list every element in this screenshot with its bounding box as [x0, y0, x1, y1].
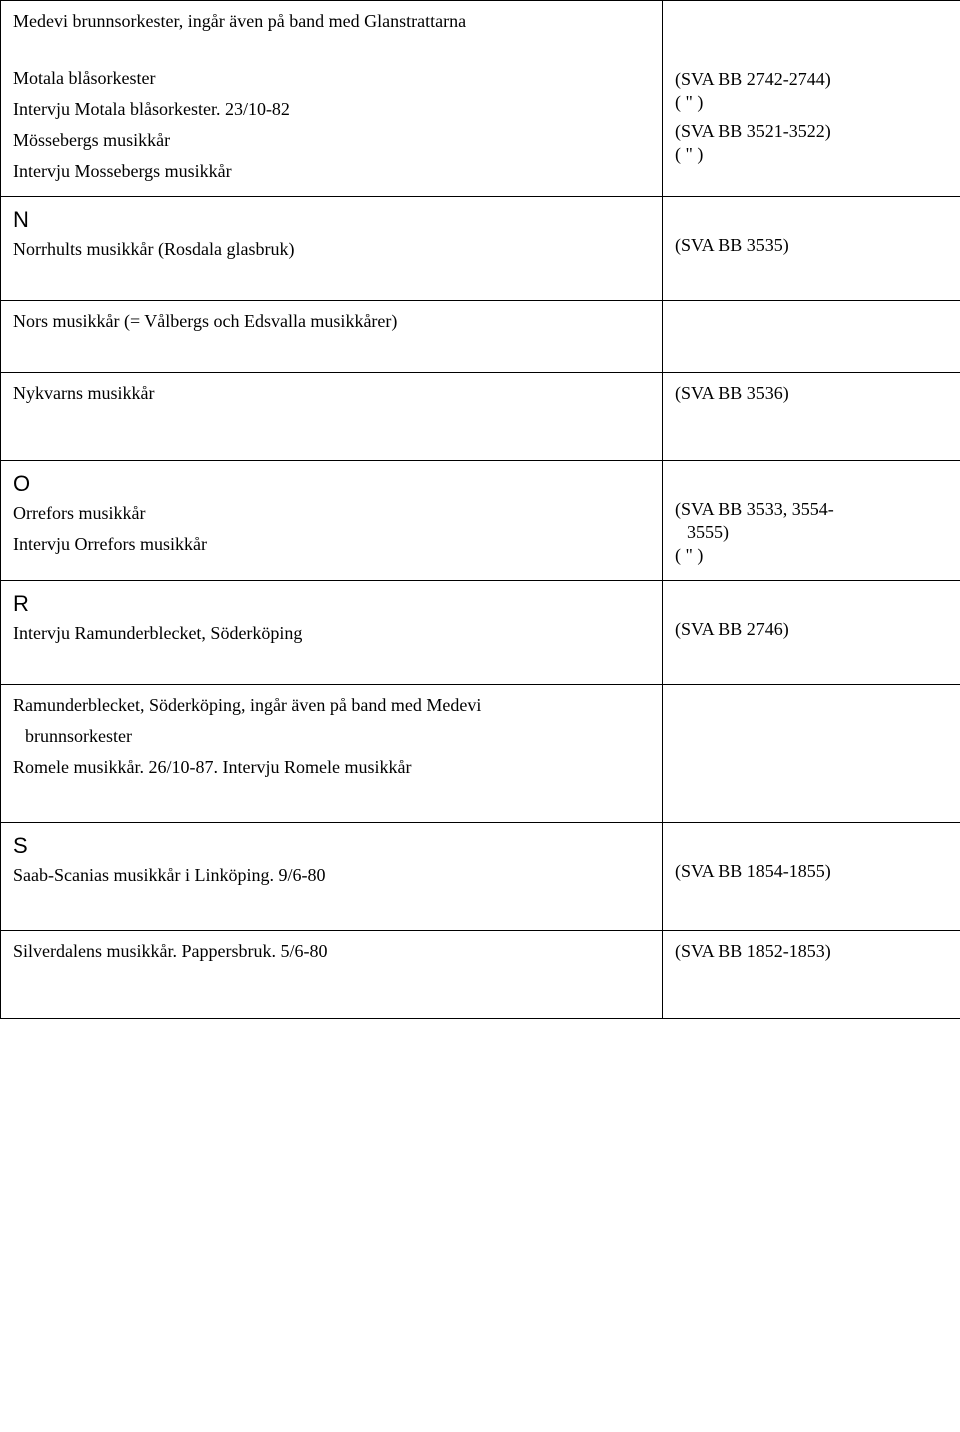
- entry-text: Nors musikkår (= Vålbergs och Edsvalla m…: [13, 311, 650, 332]
- section-letter: S: [13, 833, 650, 859]
- cell-right: [663, 685, 960, 823]
- cell-left: R Intervju Ramunderblecket, Söderköping: [1, 581, 663, 685]
- cell-right: [663, 301, 960, 373]
- table-row: R Intervju Ramunderblecket, Söderköping …: [1, 581, 960, 685]
- cell-right: (SVA BB 3536): [663, 373, 960, 461]
- entry-text: Saab-Scanias musikkår i Linköping. 9/6-8…: [13, 865, 650, 886]
- table-row: Ramunderblecket, Söderköping, ingår även…: [1, 685, 960, 823]
- table-row: S Saab-Scanias musikkår i Linköping. 9/6…: [1, 823, 960, 931]
- table-row: Silverdalens musikkår. Pappersbruk. 5/6-…: [1, 931, 960, 1019]
- section-letter: O: [13, 471, 650, 497]
- cell-left: Medevi brunnsorkester, ingår även på ban…: [1, 1, 663, 197]
- table-row: Nykvarns musikkår (SVA BB 3536): [1, 373, 960, 461]
- ref-code: (SVA BB 2746): [675, 619, 948, 640]
- entry-text: Ramunderblecket, Söderköping, ingår även…: [13, 695, 650, 716]
- entry-text: Mössebergs musikkår: [13, 130, 650, 151]
- entry-text: Motala blåsorkester: [13, 68, 650, 89]
- cell-left: Nors musikkår (= Vålbergs och Edsvalla m…: [1, 301, 663, 373]
- entry-text: Intervju Motala blåsorkester. 23/10-82: [13, 99, 650, 120]
- entry-text: Intervju Mossebergs musikkår: [13, 161, 650, 182]
- cell-right: (SVA BB 2742-2744) ( " ) (SVA BB 3521-35…: [663, 1, 960, 197]
- document-page: Medevi brunnsorkester, ingår även på ban…: [0, 0, 960, 1019]
- cell-right: (SVA BB 1854-1855): [663, 823, 960, 931]
- section-letter: N: [13, 207, 650, 233]
- ref-code: 3555): [675, 522, 948, 543]
- ref-code: ( " ): [675, 92, 948, 113]
- entry-text: Romele musikkår. 26/10-87. Intervju Rome…: [13, 757, 650, 778]
- entry-text: Silverdalens musikkår. Pappersbruk. 5/6-…: [13, 941, 650, 962]
- entry-text: Nykvarns musikkår: [13, 383, 650, 404]
- cell-left: O Orrefors musikkår Intervju Orrefors mu…: [1, 461, 663, 581]
- entry-text: Intervju Ramunderblecket, Söderköping: [13, 623, 650, 644]
- entry-text: brunnsorkester: [13, 726, 650, 747]
- cell-right: (SVA BB 3533, 3554- 3555) ( " ): [663, 461, 960, 581]
- ref-code: (SVA BB 1852-1853): [675, 941, 948, 962]
- table-row: O Orrefors musikkår Intervju Orrefors mu…: [1, 461, 960, 581]
- ref-code: ( " ): [675, 545, 948, 566]
- ref-code: (SVA BB 3536): [675, 383, 948, 404]
- ref-code: (SVA BB 3521-3522): [675, 121, 948, 142]
- table-row: Nors musikkår (= Vålbergs och Edsvalla m…: [1, 301, 960, 373]
- section-letter: R: [13, 591, 650, 617]
- cell-left: S Saab-Scanias musikkår i Linköping. 9/6…: [1, 823, 663, 931]
- entry-text: Medevi brunnsorkester, ingår även på ban…: [13, 11, 650, 32]
- cell-right: (SVA BB 3535): [663, 197, 960, 301]
- ref-code: (SVA BB 1854-1855): [675, 861, 948, 882]
- cell-left: Silverdalens musikkår. Pappersbruk. 5/6-…: [1, 931, 663, 1019]
- cell-left: N Norrhults musikkår (Rosdala glasbruk): [1, 197, 663, 301]
- ref-code: (SVA BB 2742-2744): [675, 69, 948, 90]
- table-row: Medevi brunnsorkester, ingår även på ban…: [1, 1, 960, 197]
- table-row: N Norrhults musikkår (Rosdala glasbruk) …: [1, 197, 960, 301]
- cell-left: Nykvarns musikkår: [1, 373, 663, 461]
- entry-text: Intervju Orrefors musikkår: [13, 534, 650, 555]
- ref-code: (SVA BB 3535): [675, 235, 948, 256]
- ref-code: ( " ): [675, 144, 948, 165]
- catalog-table: Medevi brunnsorkester, ingår även på ban…: [0, 0, 960, 1019]
- entry-text: Norrhults musikkår (Rosdala glasbruk): [13, 239, 650, 260]
- entry-text: Orrefors musikkår: [13, 503, 650, 524]
- cell-right: (SVA BB 2746): [663, 581, 960, 685]
- ref-code: (SVA BB 3533, 3554-: [675, 499, 948, 520]
- cell-right: (SVA BB 1852-1853): [663, 931, 960, 1019]
- cell-left: Ramunderblecket, Söderköping, ingår även…: [1, 685, 663, 823]
